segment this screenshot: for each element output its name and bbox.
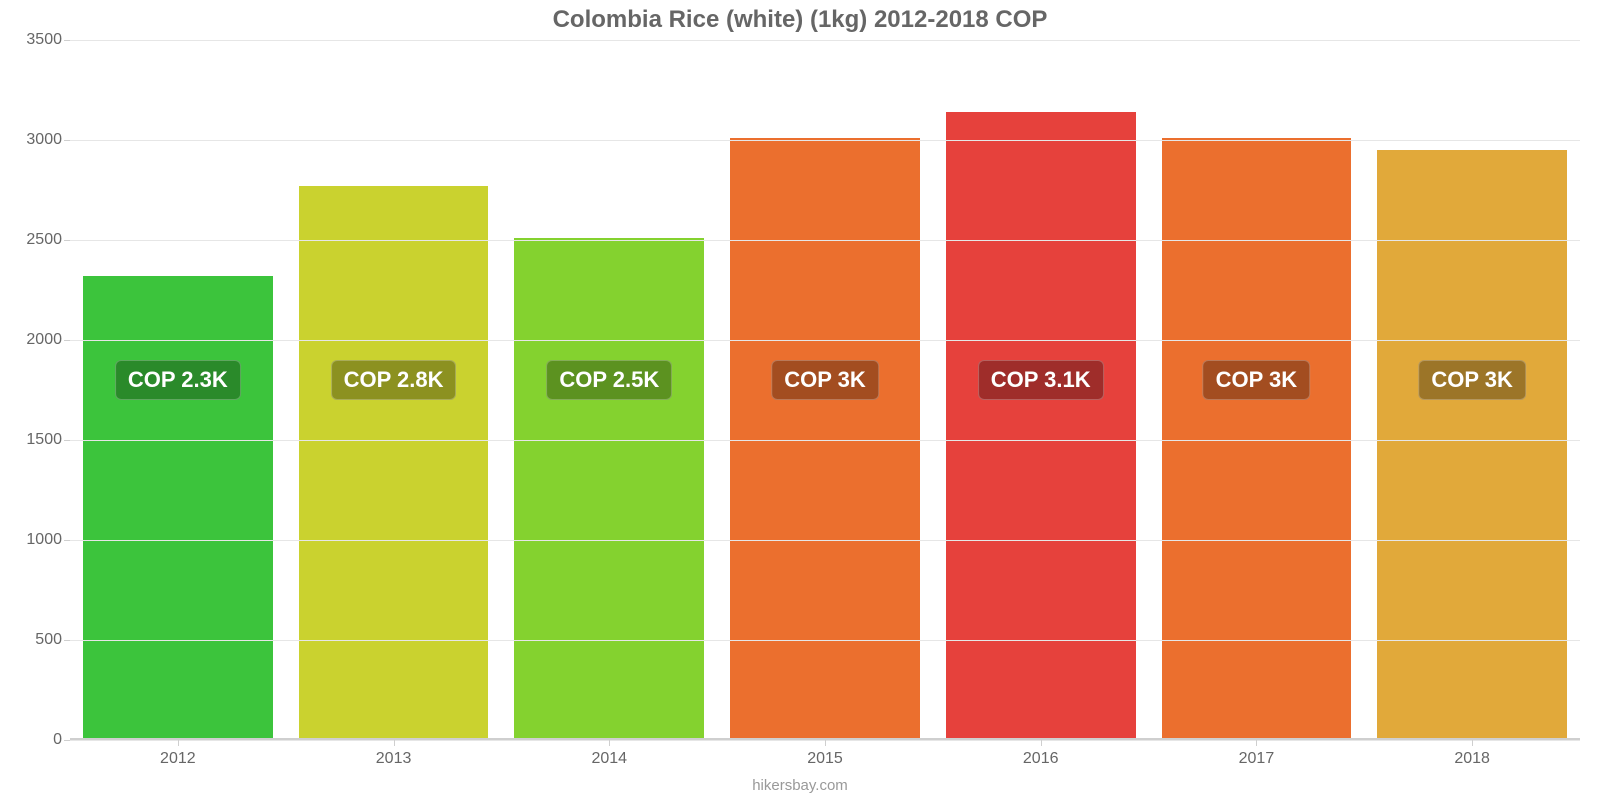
grid-line [70,40,1580,41]
grid-line [70,340,1580,341]
x-axis-label: 2016 [1023,740,1059,768]
value-badge: COP 3.1K [978,360,1104,400]
x-axis-label: 2017 [1239,740,1275,768]
value-badge: COP 3K [1203,360,1311,400]
y-axis-label: 3500 [26,31,70,49]
bar [83,276,273,740]
value-badge: COP 2.8K [331,360,457,400]
x-axis-label: 2014 [591,740,627,768]
x-axis-label: 2013 [376,740,412,768]
bar [1162,138,1352,740]
bar [299,186,489,740]
attribution-text: hikersbay.com [0,777,1600,794]
y-axis-label: 3000 [26,131,70,149]
grid-line [70,140,1580,141]
value-badge: COP 2.3K [115,360,241,400]
chart-title: Colombia Rice (white) (1kg) 2012-2018 CO… [0,0,1600,34]
grid-line [70,240,1580,241]
grid-line [70,440,1580,441]
grid-line [70,640,1580,641]
value-badge: COP 3K [771,360,879,400]
bar [1377,150,1567,740]
bar [946,112,1136,740]
y-axis-label: 2000 [26,331,70,349]
x-axis-label: 2018 [1454,740,1490,768]
bars-layer: COP 2.3K COP 2.8K COP 2.5K COP 3K COP 3.1K CO… [70,40,1580,740]
y-axis-label: 1000 [26,531,70,549]
y-axis-label: 1500 [26,431,70,449]
bar [730,138,920,740]
chart-container: Colombia Rice (white) (1kg) 2012-2018 CO… [0,0,1600,800]
plot-area: COP 2.3K COP 2.8K COP 2.5K COP 3K COP 3.1K CO… [70,40,1580,740]
value-badge: COP 2.5K [546,360,672,400]
y-axis-label: 0 [53,731,70,749]
bar [514,238,704,740]
y-axis-label: 500 [35,631,70,649]
value-badge: COP 3K [1418,360,1526,400]
grid-line [70,540,1580,541]
y-axis-label: 2500 [26,231,70,249]
x-axis-label: 2015 [807,740,843,768]
x-axis-label: 2012 [160,740,196,768]
